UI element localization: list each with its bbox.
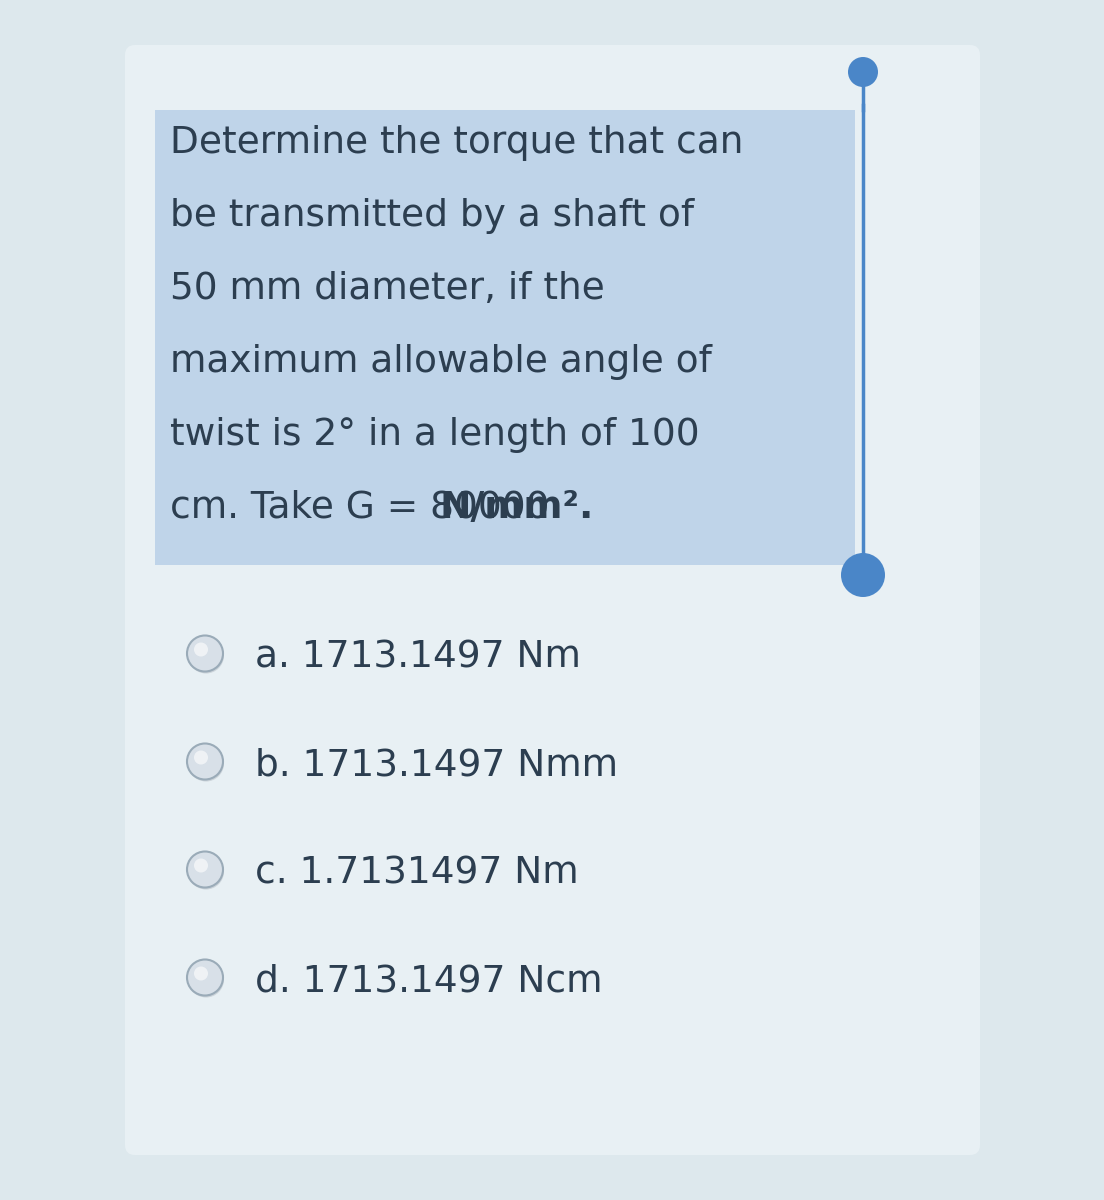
Text: Determine the torque that can: Determine the torque that can [170, 125, 743, 161]
Text: N/mm².: N/mm². [439, 490, 594, 526]
Circle shape [194, 858, 208, 872]
Circle shape [194, 966, 208, 980]
FancyBboxPatch shape [155, 110, 854, 565]
FancyBboxPatch shape [125, 44, 980, 1154]
Text: a. 1713.1497 Nm: a. 1713.1497 Nm [255, 640, 581, 676]
Circle shape [187, 960, 223, 996]
Text: b. 1713.1497 Nmm: b. 1713.1497 Nmm [255, 748, 618, 784]
Circle shape [188, 637, 224, 673]
Circle shape [187, 852, 223, 888]
Text: be transmitted by a shaft of: be transmitted by a shaft of [170, 198, 694, 234]
Text: 50 mm diameter, if the: 50 mm diameter, if the [170, 271, 605, 307]
Circle shape [194, 750, 208, 764]
Text: cm. Take G = 80000: cm. Take G = 80000 [170, 490, 561, 526]
Circle shape [188, 745, 224, 781]
Text: maximum allowable angle of: maximum allowable angle of [170, 344, 712, 380]
Circle shape [848, 56, 878, 86]
Circle shape [194, 642, 208, 656]
Circle shape [188, 961, 224, 997]
Circle shape [188, 853, 224, 889]
Text: twist is 2° in a length of 100: twist is 2° in a length of 100 [170, 416, 700, 452]
Text: d. 1713.1497 Ncm: d. 1713.1497 Ncm [255, 964, 603, 1000]
Text: c. 1.7131497 Nm: c. 1.7131497 Nm [255, 856, 578, 892]
Circle shape [841, 553, 885, 596]
Circle shape [187, 744, 223, 780]
Circle shape [187, 636, 223, 672]
